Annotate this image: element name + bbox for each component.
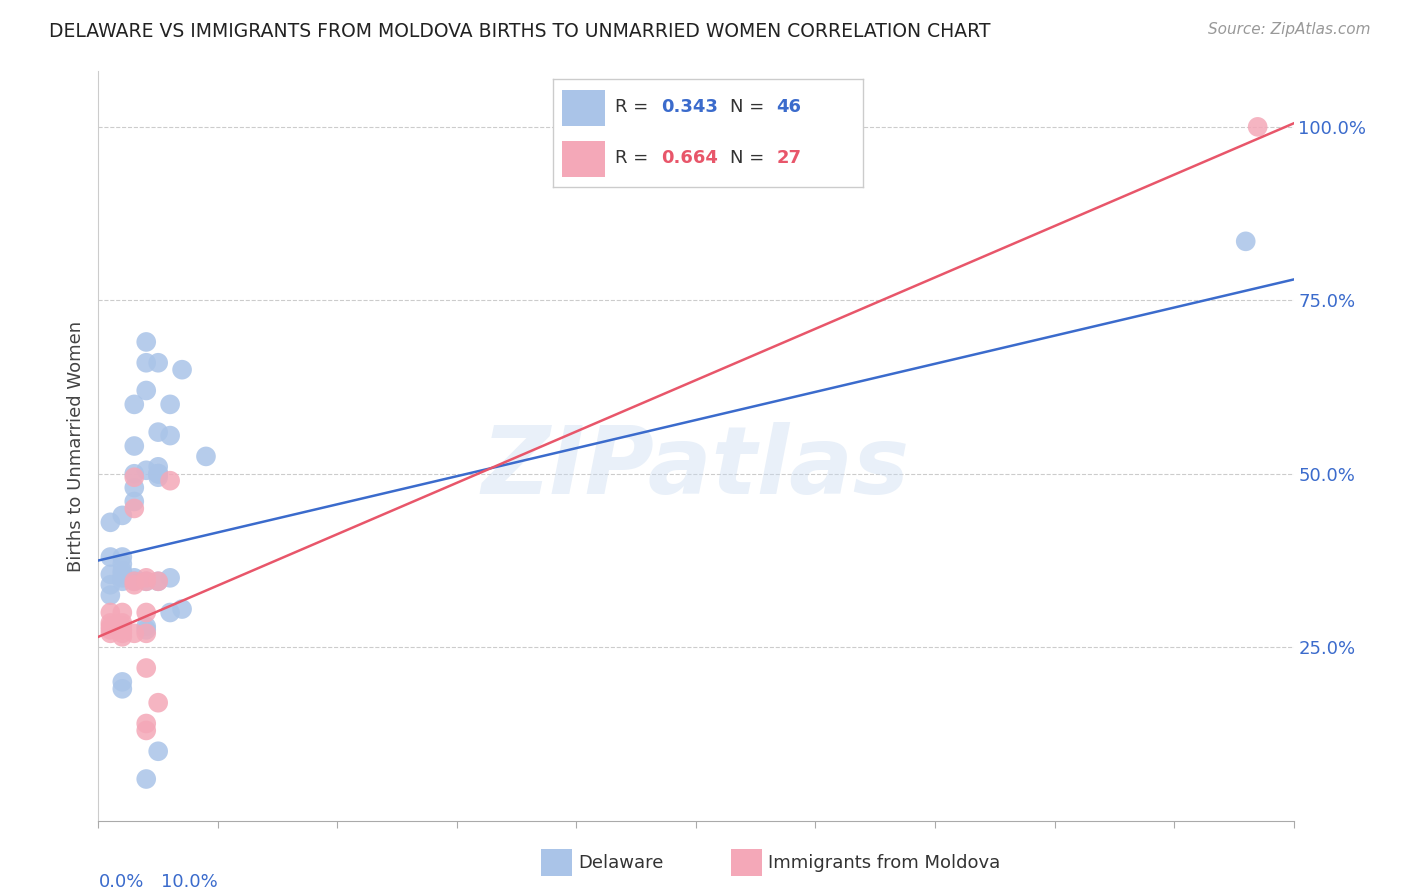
Point	[135, 574, 157, 589]
Point	[148, 467, 170, 481]
Point	[98, 606, 122, 620]
Text: Source: ZipAtlas.com: Source: ZipAtlas.com	[1208, 22, 1371, 37]
Text: ZIPatlas: ZIPatlas	[482, 423, 910, 515]
Point	[135, 626, 157, 640]
Point	[124, 397, 146, 411]
Point	[172, 602, 194, 616]
Point	[148, 467, 170, 481]
Point	[135, 619, 157, 633]
Point	[111, 571, 134, 585]
Point	[148, 696, 170, 710]
Point	[195, 450, 218, 464]
Point	[135, 574, 157, 589]
Point	[111, 681, 134, 696]
Point	[111, 557, 134, 571]
Point	[124, 571, 146, 585]
Point	[159, 606, 181, 620]
Point	[135, 716, 157, 731]
Point	[159, 474, 181, 488]
Point	[124, 501, 146, 516]
Point	[148, 459, 170, 474]
Point	[98, 619, 122, 633]
Point	[148, 574, 170, 589]
Text: 10.0%: 10.0%	[162, 873, 218, 891]
Point	[135, 463, 157, 477]
Point	[135, 606, 157, 620]
Point	[111, 508, 134, 523]
Point	[111, 615, 134, 630]
Point	[98, 623, 122, 637]
Text: 0.0%: 0.0%	[98, 873, 143, 891]
Y-axis label: Births to Unmarried Women: Births to Unmarried Women	[66, 320, 84, 572]
Point	[148, 470, 170, 484]
Point	[148, 467, 170, 481]
Point	[124, 574, 146, 589]
Point	[135, 384, 157, 398]
Point	[159, 397, 181, 411]
Text: DELAWARE VS IMMIGRANTS FROM MOLDOVA BIRTHS TO UNMARRIED WOMEN CORRELATION CHART: DELAWARE VS IMMIGRANTS FROM MOLDOVA BIRT…	[49, 22, 991, 41]
Point	[124, 481, 146, 495]
Point	[98, 578, 122, 592]
Point	[148, 744, 170, 758]
Point	[111, 674, 134, 689]
Text: Immigrants from Moldova: Immigrants from Moldova	[768, 854, 1000, 871]
Point	[124, 626, 146, 640]
Point	[111, 623, 134, 637]
Point	[98, 567, 122, 582]
Point	[135, 723, 157, 738]
Point	[124, 470, 146, 484]
Point	[148, 356, 170, 370]
Point	[111, 549, 134, 564]
Point	[111, 606, 134, 620]
Point	[111, 630, 134, 644]
Point	[1247, 120, 1270, 134]
Point	[111, 567, 134, 582]
Point	[135, 356, 157, 370]
Point	[124, 467, 146, 481]
Point	[135, 334, 157, 349]
Point	[124, 439, 146, 453]
Point	[135, 571, 157, 585]
Point	[124, 578, 146, 592]
Point	[98, 549, 122, 564]
Point	[98, 516, 122, 530]
Point	[1234, 235, 1257, 249]
Point	[98, 626, 122, 640]
Point	[111, 564, 134, 578]
Point	[98, 588, 122, 602]
Point	[135, 772, 157, 786]
Point	[148, 574, 170, 589]
Text: Delaware: Delaware	[578, 854, 664, 871]
Point	[159, 428, 181, 442]
Point	[172, 362, 194, 376]
Point	[124, 574, 146, 589]
Point	[148, 425, 170, 439]
Point	[111, 626, 134, 640]
Point	[159, 571, 181, 585]
Point	[98, 615, 122, 630]
Point	[111, 574, 134, 589]
Point	[111, 619, 134, 633]
Point	[135, 661, 157, 675]
Point	[124, 494, 146, 508]
Point	[135, 623, 157, 637]
